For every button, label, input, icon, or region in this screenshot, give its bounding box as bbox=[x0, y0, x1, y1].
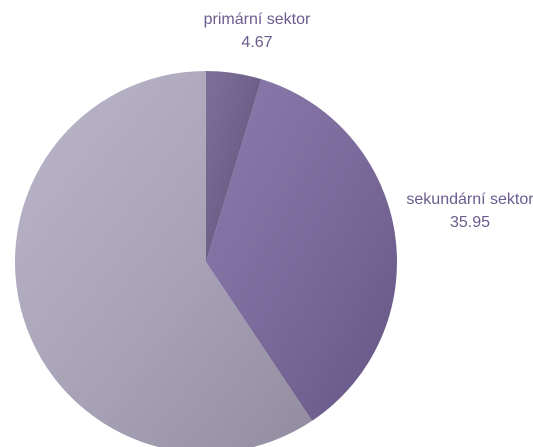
value-label: 35.95 bbox=[449, 214, 491, 231]
slice-shade bbox=[206, 79, 397, 421]
slice-shade bbox=[15, 71, 313, 447]
value-label: 4.67 bbox=[241, 34, 273, 51]
slice-label: primární sektor 4.67 bbox=[177, 8, 337, 54]
slice-shade bbox=[206, 71, 262, 262]
slice-label: terciární sektor59.38 bbox=[0, 296, 10, 342]
category-label: sekundární sektor bbox=[406, 191, 533, 208]
category-label: terciární sektor bbox=[0, 296, 10, 319]
slice-label: sekundární sektor 35.95 bbox=[405, 188, 533, 234]
value-label: 59.38 bbox=[0, 319, 10, 342]
category-label: primární sektor bbox=[203, 11, 311, 28]
